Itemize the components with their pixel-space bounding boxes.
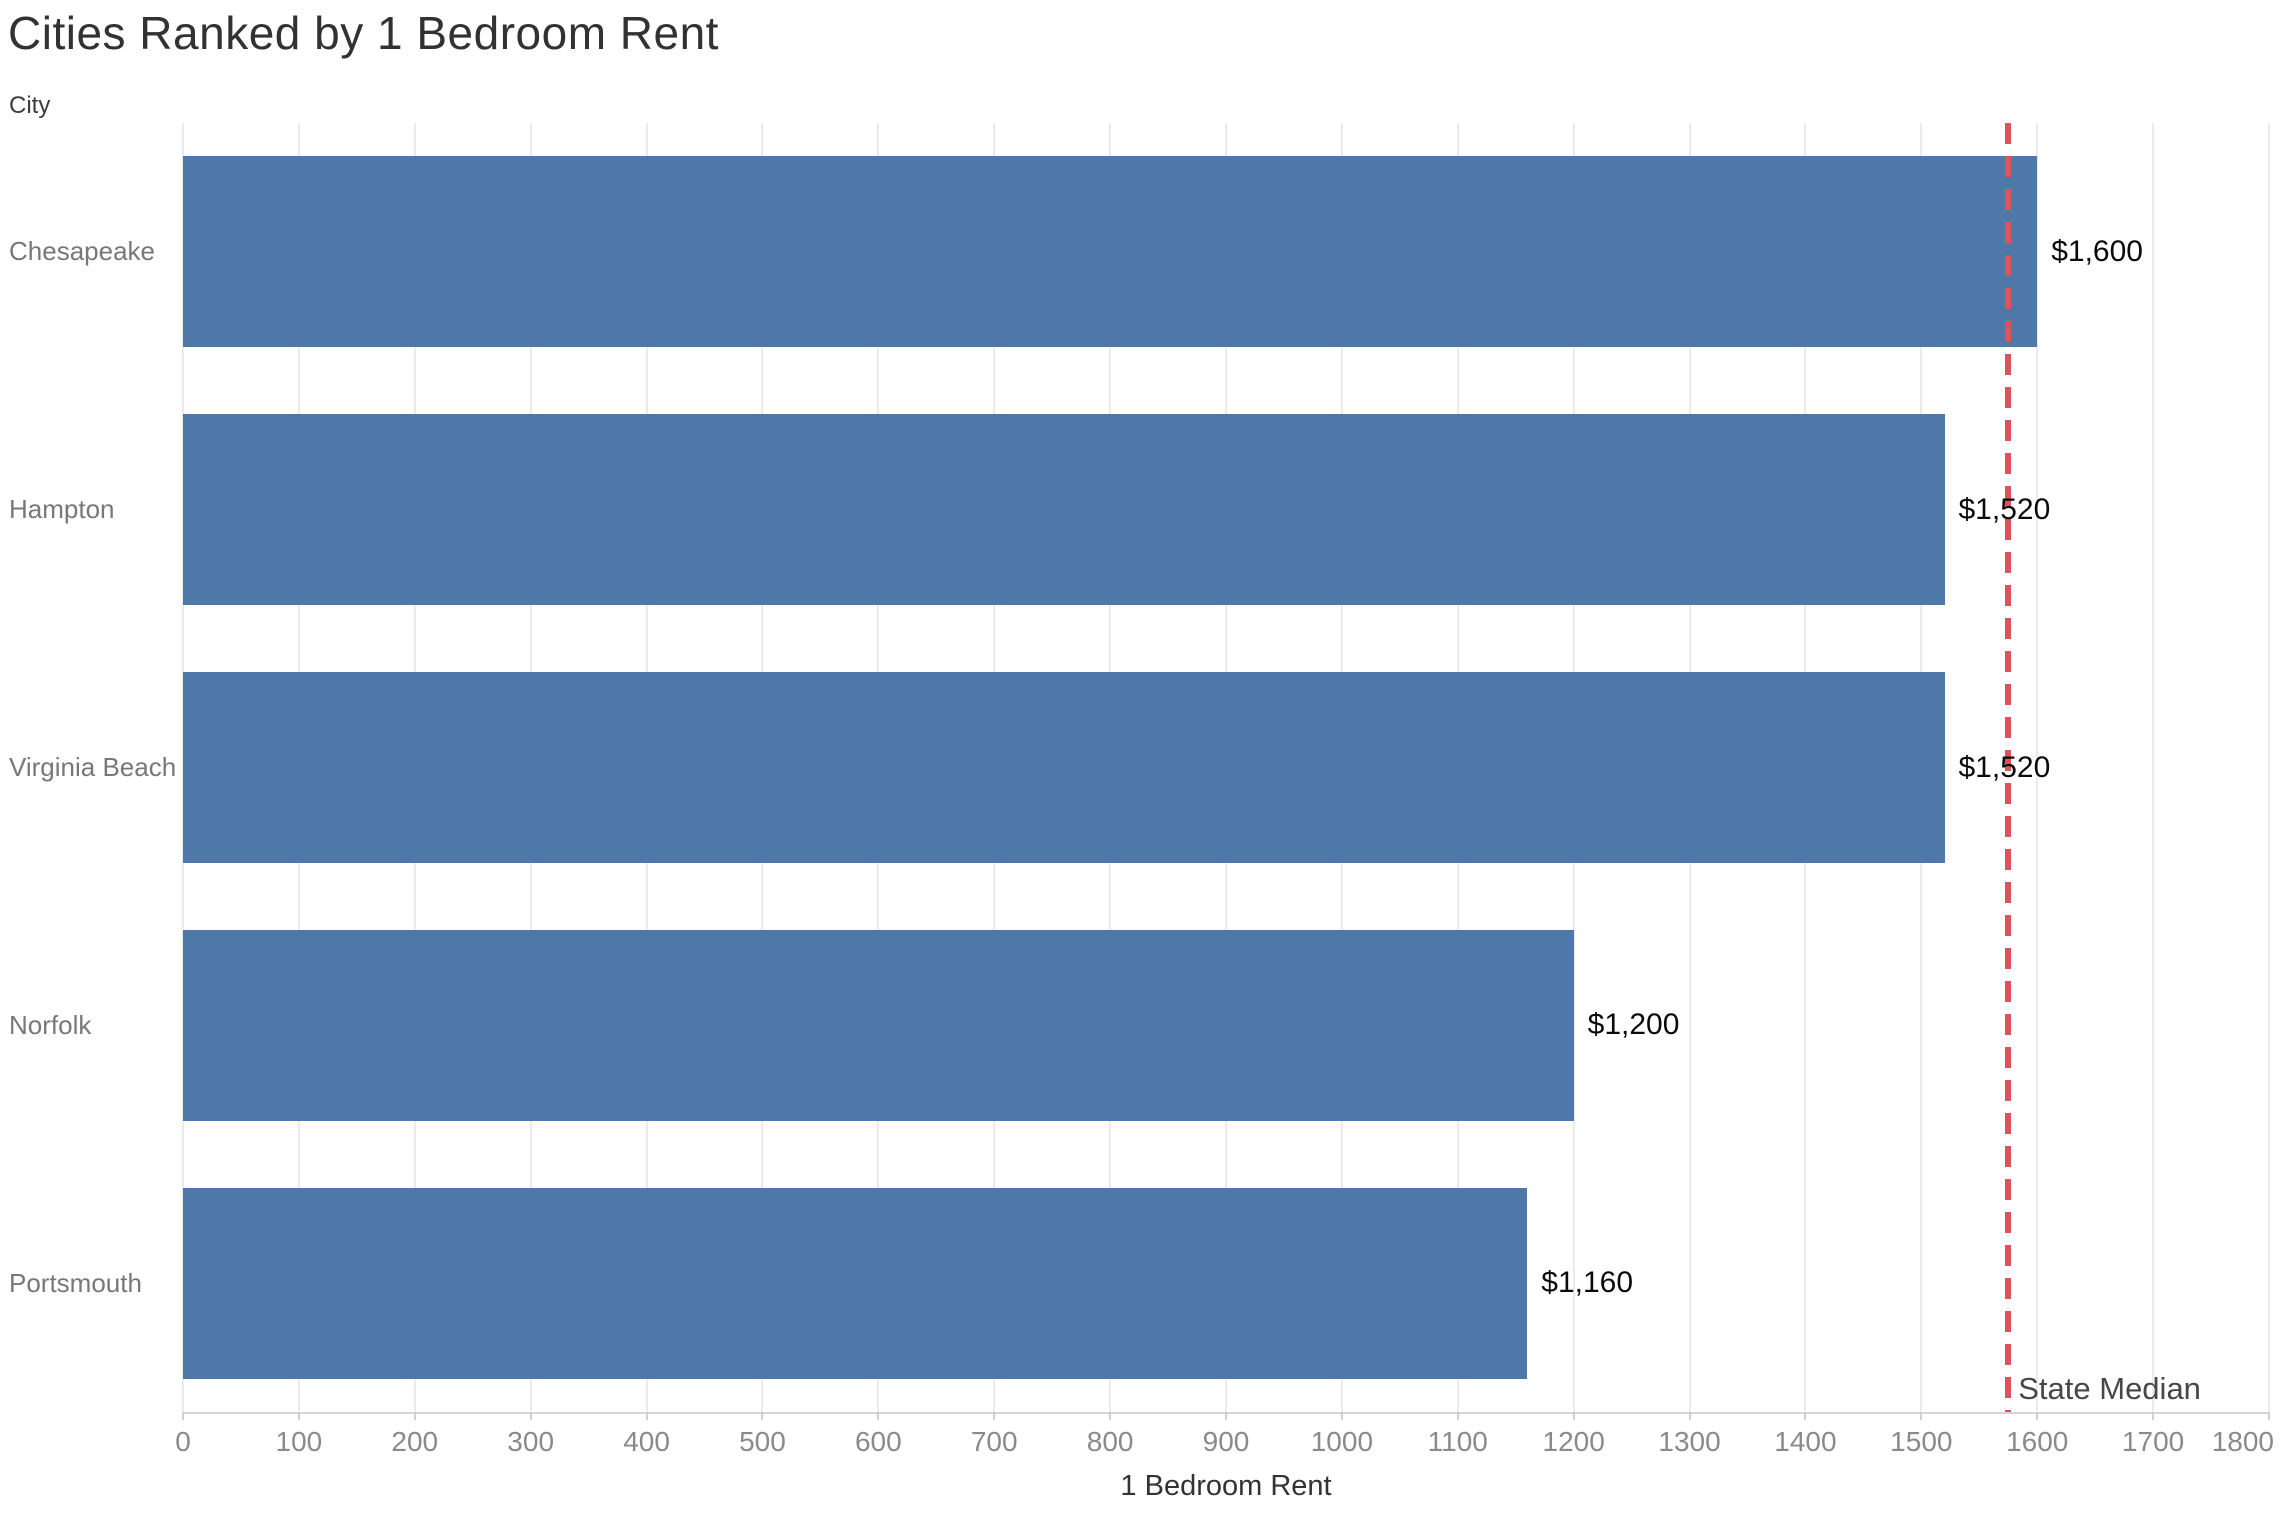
- category-label-chesapeake[interactable]: Chesapeake: [9, 236, 155, 267]
- tick-label: 1400: [1774, 1426, 1837, 1457]
- tick-mark: [1109, 1412, 1112, 1420]
- tick-label: 600: [854, 1426, 902, 1457]
- tick-mark: [1572, 1412, 1575, 1420]
- y-axis-title: City: [9, 92, 51, 119]
- tick-label: 400: [623, 1426, 670, 1457]
- bar-chesapeake[interactable]: [183, 156, 2038, 348]
- value-label: $1,160: [1541, 1266, 1634, 1300]
- gridline: [2152, 123, 2155, 1412]
- tick-mark: [182, 1412, 184, 1420]
- tick-mark: [529, 1412, 532, 1420]
- tick-mark: [1340, 1412, 1343, 1420]
- bar-virginia-beach[interactable]: [183, 672, 1945, 863]
- tick-mark: [2268, 1412, 2270, 1420]
- tick-mark: [1225, 1412, 1227, 1420]
- tick-mark: [993, 1412, 996, 1420]
- tick-mark: [297, 1412, 300, 1420]
- x-axis-title: 1 Bedroom Rent: [1120, 1470, 1332, 1502]
- tick-label: 1700: [2121, 1426, 2185, 1457]
- tick-label: 0: [175, 1426, 191, 1457]
- tick-label: 1500: [1890, 1426, 1953, 1457]
- tick-mark: [1920, 1412, 1923, 1420]
- tick-label: 100: [275, 1426, 323, 1457]
- chart-title: Cities Ranked by 1 Bedroom Rent: [8, 7, 719, 59]
- gridline: [2268, 123, 2270, 1412]
- tick-mark: [2152, 1412, 2155, 1420]
- tick-label: 300: [507, 1426, 555, 1457]
- tick-mark: [877, 1412, 880, 1420]
- tick-label: 200: [391, 1426, 439, 1457]
- tick-label: 700: [970, 1426, 1018, 1457]
- plot-area: $1,600 $1,520 $1,520 $1,200 $1,160 State Medi…: [182, 123, 2270, 1414]
- tick-label: 500: [739, 1426, 786, 1457]
- tick-mark: [413, 1412, 416, 1420]
- reference-line: [2005, 123, 2012, 1412]
- gridline: [2036, 123, 2039, 1412]
- tick-mark: [1688, 1412, 1691, 1420]
- bar-hampton[interactable]: [183, 414, 1945, 606]
- tick-mark: [2036, 1412, 2039, 1420]
- tick-mark: [761, 1412, 764, 1420]
- reference-line-label: State Median: [2018, 1371, 2201, 1406]
- value-label: $1,520: [1958, 750, 2051, 784]
- tick-label: 1200: [1542, 1426, 1605, 1457]
- tick-mark: [1456, 1412, 1459, 1420]
- value-label: $1,600: [2051, 234, 2143, 268]
- tick-label: 900: [1202, 1426, 1250, 1457]
- category-label-portsmouth[interactable]: Portsmouth: [9, 1267, 142, 1298]
- tick-label: 800: [1086, 1426, 1134, 1457]
- tick-label: 1800: [2211, 1426, 2274, 1457]
- tick-mark: [645, 1412, 648, 1420]
- value-label: $1,520: [1958, 492, 2051, 526]
- category-label-hampton[interactable]: Hampton: [9, 494, 115, 525]
- category-label-norfolk[interactable]: Norfolk: [9, 1009, 92, 1040]
- bar-norfolk[interactable]: [183, 929, 1574, 1121]
- category-label-virginia-beach[interactable]: Virginia Beach: [9, 751, 177, 782]
- tick-label: 1100: [1427, 1426, 1488, 1457]
- tick-label: 1300: [1658, 1426, 1721, 1457]
- value-label: $1,200: [1587, 1008, 1680, 1042]
- tick-mark: [1804, 1412, 1807, 1420]
- tick-label: 1600: [2006, 1426, 2069, 1457]
- bar-portsmouth[interactable]: [183, 1187, 1528, 1379]
- tick-label: 1000: [1310, 1426, 1374, 1457]
